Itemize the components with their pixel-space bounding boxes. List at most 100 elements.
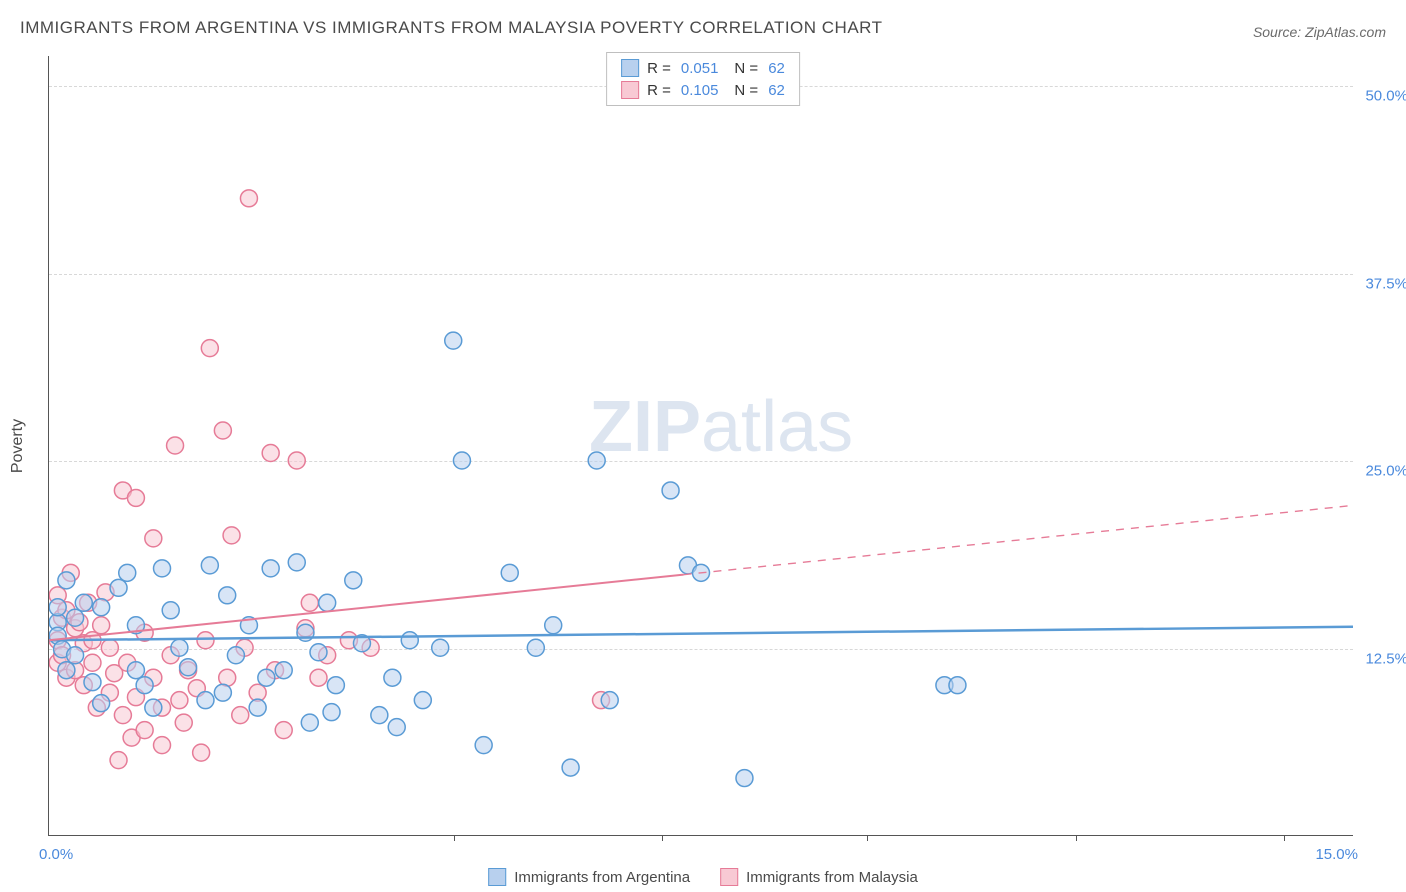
data-point xyxy=(288,452,305,469)
legend-label: Immigrants from Malaysia xyxy=(746,869,918,886)
legend-n-value: 62 xyxy=(768,82,785,99)
data-point xyxy=(136,677,153,694)
y-axis-label: Poverty xyxy=(9,419,27,473)
legend-swatch xyxy=(720,868,738,886)
legend-row: R = 0.105 N = 62 xyxy=(621,81,785,99)
data-point xyxy=(275,662,292,679)
series-legend: Immigrants from Argentina Immigrants from… xyxy=(488,868,918,886)
data-point xyxy=(662,482,679,499)
data-point xyxy=(223,527,240,544)
data-point xyxy=(949,677,966,694)
legend-row: R = 0.051 N = 62 xyxy=(621,59,785,77)
data-point xyxy=(323,704,340,721)
data-point xyxy=(197,692,214,709)
data-point xyxy=(453,452,470,469)
y-tick-label: 12.5% xyxy=(1365,650,1406,667)
data-point xyxy=(414,692,431,709)
legend-item: Immigrants from Malaysia xyxy=(720,868,918,886)
data-point xyxy=(145,699,162,716)
y-tick-label: 25.0% xyxy=(1365,463,1406,480)
data-point xyxy=(58,572,75,589)
data-point xyxy=(432,639,449,656)
data-point xyxy=(167,437,184,454)
data-point xyxy=(388,719,405,736)
x-tick-label: 0.0% xyxy=(39,846,73,863)
legend-r-label: R = xyxy=(647,82,671,99)
data-point xyxy=(67,647,84,664)
data-point xyxy=(227,647,244,664)
data-point xyxy=(110,752,127,769)
legend-r-label: R = xyxy=(647,60,671,77)
data-point xyxy=(445,332,462,349)
x-tick-mark xyxy=(1076,835,1077,841)
data-point xyxy=(67,609,84,626)
data-point xyxy=(201,340,218,357)
data-point xyxy=(371,707,388,724)
data-point xyxy=(319,594,336,611)
legend-swatch xyxy=(621,81,639,99)
data-point xyxy=(384,669,401,686)
legend-n-value: 62 xyxy=(768,60,785,77)
legend-r-value: 0.051 xyxy=(681,60,719,77)
legend-n-label: N = xyxy=(734,82,758,99)
legend-item: Immigrants from Argentina xyxy=(488,868,690,886)
data-point xyxy=(219,587,236,604)
data-point xyxy=(127,489,144,506)
data-point xyxy=(75,594,92,611)
data-point xyxy=(119,564,136,581)
x-tick-mark xyxy=(662,835,663,841)
data-point xyxy=(527,639,544,656)
data-point xyxy=(545,617,562,634)
data-point xyxy=(588,452,605,469)
y-tick-label: 37.5% xyxy=(1365,275,1406,292)
data-point xyxy=(201,557,218,574)
data-point xyxy=(49,599,66,616)
data-point xyxy=(101,639,118,656)
legend-swatch xyxy=(488,868,506,886)
data-point xyxy=(262,445,279,462)
data-point xyxy=(401,632,418,649)
legend-swatch xyxy=(621,59,639,77)
legend-label: Immigrants from Argentina xyxy=(514,869,690,886)
correlation-legend: R = 0.051 N = 62 R = 0.105 N = 62 xyxy=(606,52,800,106)
data-point xyxy=(84,654,101,671)
data-point xyxy=(249,699,266,716)
data-point xyxy=(162,602,179,619)
data-point xyxy=(197,632,214,649)
data-point xyxy=(240,190,257,207)
x-tick-mark xyxy=(454,835,455,841)
trend-line xyxy=(49,575,684,641)
data-point xyxy=(114,707,131,724)
data-point xyxy=(193,744,210,761)
data-point xyxy=(154,737,171,754)
chart-title: IMMIGRANTS FROM ARGENTINA VS IMMIGRANTS … xyxy=(20,18,883,38)
legend-n-label: N = xyxy=(734,60,758,77)
source-attribution: Source: ZipAtlas.com xyxy=(1253,24,1386,40)
data-point xyxy=(171,639,188,656)
data-point xyxy=(145,530,162,547)
data-point xyxy=(262,560,279,577)
data-point xyxy=(501,564,518,581)
data-point xyxy=(58,662,75,679)
data-point xyxy=(93,599,110,616)
trend-line-extrapolated xyxy=(684,505,1353,574)
data-point xyxy=(327,677,344,694)
data-point xyxy=(180,659,197,676)
data-point xyxy=(310,669,327,686)
data-point xyxy=(475,737,492,754)
data-point xyxy=(154,560,171,577)
chart-svg xyxy=(49,56,1353,835)
legend-r-value: 0.105 xyxy=(681,82,719,99)
data-point xyxy=(232,707,249,724)
data-point xyxy=(275,722,292,739)
data-point xyxy=(310,644,327,661)
data-point xyxy=(562,759,579,776)
data-point xyxy=(345,572,362,589)
data-point xyxy=(301,594,318,611)
y-tick-label: 50.0% xyxy=(1365,88,1406,105)
plot-area: ZIPatlas 12.5%25.0%37.5%50.0%0.0%15.0% xyxy=(48,56,1353,836)
data-point xyxy=(93,617,110,634)
x-tick-mark xyxy=(1284,835,1285,841)
data-point xyxy=(84,674,101,691)
data-point xyxy=(258,669,275,686)
